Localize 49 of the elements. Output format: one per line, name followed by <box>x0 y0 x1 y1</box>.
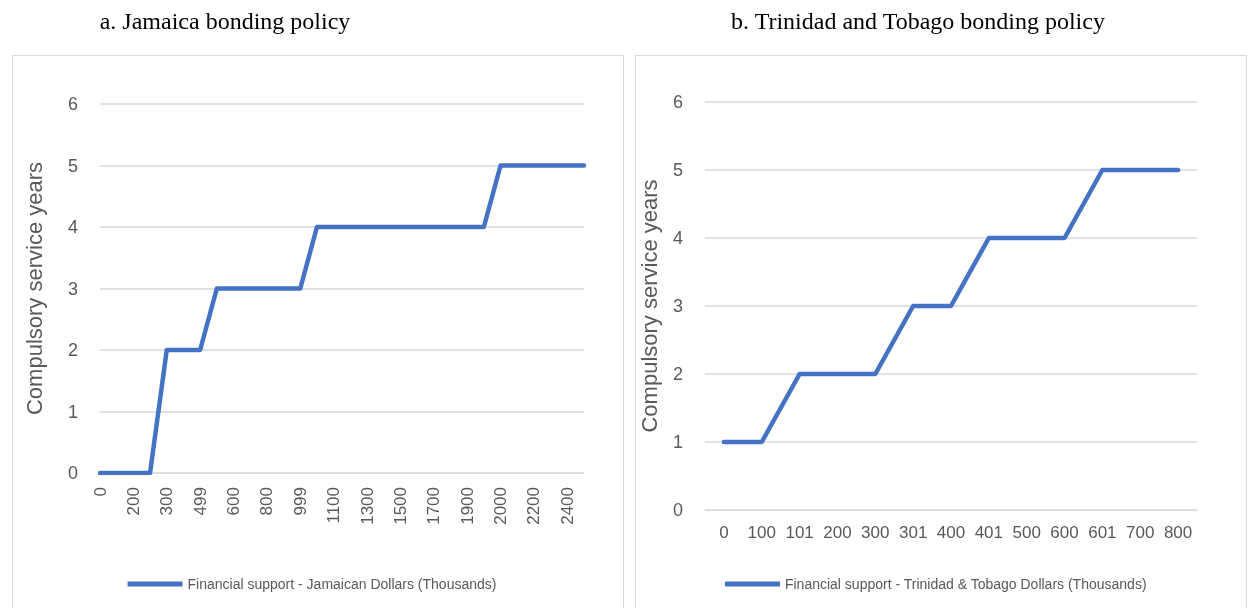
x-tick-label: 0 <box>719 523 729 542</box>
y-tick-label: 3 <box>67 278 78 299</box>
y-tick-label: 6 <box>67 94 78 114</box>
x-tick-label: 200 <box>823 523 852 542</box>
x-tick-label: 0 <box>90 487 110 497</box>
y-tick-label: 6 <box>672 92 683 112</box>
x-tick-label: 999 <box>290 487 310 516</box>
x-tick-label: 400 <box>936 523 966 542</box>
x-tick-label: 800 <box>1163 523 1193 542</box>
x-tick-label: 1700 <box>424 487 444 525</box>
y-tick-label: 1 <box>67 401 78 422</box>
x-tick-label: 301 <box>898 523 928 542</box>
x-tick-label: 500 <box>1012 523 1041 542</box>
x-tick-label: 1100 <box>324 487 344 524</box>
line-series <box>97 163 587 476</box>
chart-title: a. Jamaica bonding policy <box>99 8 351 34</box>
x-tick-label: 601 <box>1088 523 1117 542</box>
y-tick-label: 2 <box>672 364 683 384</box>
x-tick-label: 499 <box>190 487 210 516</box>
y-tick-label: 5 <box>672 160 683 180</box>
legend-label: Financial support - Jamaican Dollars (Thousands) <box>187 576 497 592</box>
y-tick-label: 4 <box>672 228 683 248</box>
x-tick-label: 1500 <box>390 487 410 525</box>
y-tick-label: 4 <box>67 217 78 237</box>
y-tick-label: 5 <box>67 155 78 176</box>
y-axis-title: Compulsory service years <box>636 179 662 433</box>
x-tick-label: 700 <box>1126 523 1155 542</box>
x-tick-label: 101 <box>785 523 814 542</box>
x-tick-label: 300 <box>157 487 177 516</box>
x-tick-label: 300 <box>861 523 890 542</box>
x-tick-label: 401 <box>974 523 1004 542</box>
x-tick-label: 600 <box>1050 523 1079 542</box>
y-tick-label: 2 <box>67 340 78 360</box>
chart-title: b. Trinidad and Tobago bonding policy <box>731 8 1105 34</box>
x-tick-label: 1900 <box>457 487 477 525</box>
legend-label: Financial support - Trinidad & Tobago Dollars (Thousands) <box>784 576 1147 592</box>
x-tick-label: 600 <box>224 487 244 516</box>
y-axis-title: Compulsory service years <box>21 161 47 416</box>
x-tick-label: 2200 <box>524 487 544 525</box>
x-tick-label: 2400 <box>557 487 577 525</box>
y-tick-label: 0 <box>67 463 78 483</box>
y-tick-label: 3 <box>672 296 683 316</box>
line-series <box>721 167 1181 445</box>
y-tick-label: 1 <box>672 432 683 452</box>
x-tick-label: 100 <box>747 523 776 542</box>
x-tick-label: 1300 <box>357 487 377 525</box>
x-tick-label: 2000 <box>491 487 511 525</box>
x-tick-label: 800 <box>257 487 277 516</box>
x-tick-label: 200 <box>123 487 143 516</box>
